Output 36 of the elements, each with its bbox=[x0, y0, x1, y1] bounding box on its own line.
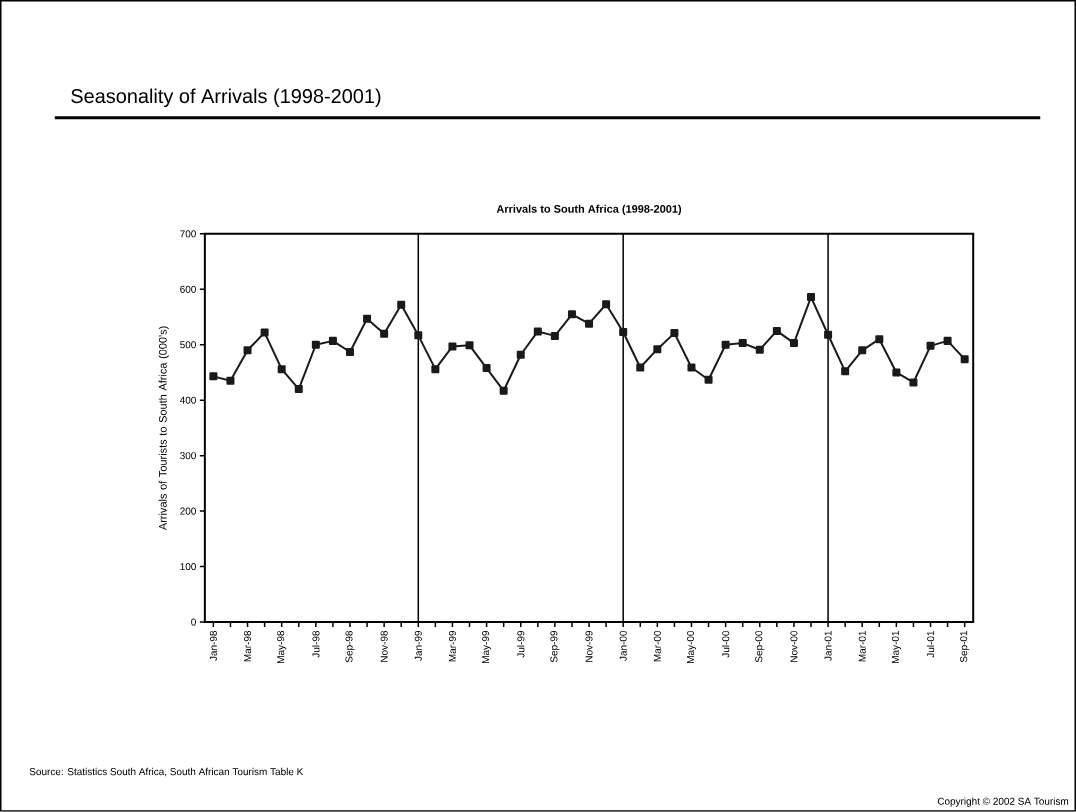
x-tick-label: May-99 bbox=[482, 631, 492, 664]
x-tick-label: Jan-00 bbox=[619, 631, 627, 661]
x-tick-label: Jan-99 bbox=[414, 631, 422, 661]
x-tick-label: Jul-01 bbox=[926, 631, 935, 658]
x-tick-label: Jul-99 bbox=[517, 631, 525, 658]
chart-subtitle: Arrivals to South Africa (1998-2001) bbox=[496, 204, 682, 215]
y-tick-label: 600 bbox=[180, 285, 196, 293]
source-note: Source: Statistics South Africa, South African Tourism Table K bbox=[29, 767, 304, 777]
x-tick-label: Sep-99 bbox=[550, 631, 560, 663]
x-tick-label: Nov-99 bbox=[585, 631, 593, 662]
x-tick-label: Sep-98 bbox=[345, 631, 355, 663]
x-tick-label: Nov-98 bbox=[380, 631, 388, 662]
y-tick-label: 200 bbox=[180, 507, 196, 515]
y-axis-title: Arrivals of Tourists to South Africa (000's) bbox=[158, 326, 169, 531]
x-tick-label: Jan-98 bbox=[209, 631, 217, 661]
x-tick-label: Jul-00 bbox=[721, 631, 730, 658]
x-tick-label: May-98 bbox=[277, 631, 287, 664]
x-tick-label: Sep-01 bbox=[960, 631, 970, 663]
x-tick-label: Jul-98 bbox=[312, 631, 320, 658]
y-tick-label: 300 bbox=[180, 452, 196, 460]
x-tick-label: Mar-00 bbox=[653, 630, 661, 662]
x-tick-label: Mar-01 bbox=[858, 631, 866, 662]
x-tick-label: Nov-00 bbox=[790, 631, 798, 662]
text: Copyright © 2002 SA Tourism bbox=[937, 797, 1069, 807]
y-tick-label: 500 bbox=[180, 341, 196, 349]
y-tick-label: 100 bbox=[180, 563, 196, 571]
y-tick-label: 400 bbox=[179, 396, 196, 404]
y-tick-label: 0 bbox=[191, 618, 196, 626]
y-tick-label: 700 bbox=[180, 230, 196, 238]
x-tick-label: Sep-00 bbox=[755, 631, 765, 663]
x-tick-label: May-01 bbox=[891, 631, 901, 664]
x-tick-label: Mar-99 bbox=[448, 631, 456, 662]
x-tick-label: Mar-98 bbox=[244, 631, 252, 662]
chart-title: Seasonality of Arrivals (1998-2001) bbox=[71, 88, 381, 108]
x-tick-label: May-00 bbox=[686, 631, 696, 664]
x-tick-label: Jan-01 bbox=[824, 631, 832, 661]
